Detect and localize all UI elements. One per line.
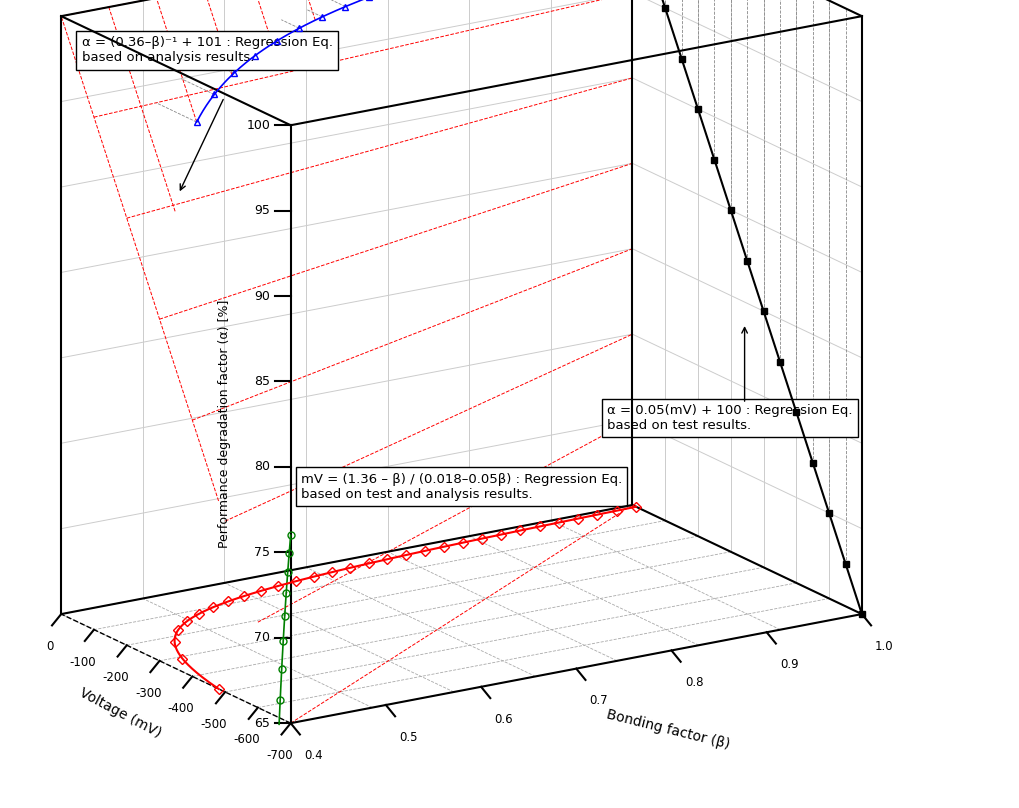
Text: 95: 95 [254,204,270,217]
Text: 85: 85 [254,375,270,388]
Text: Bonding factor (β): Bonding factor (β) [604,707,731,751]
Text: 0.4: 0.4 [304,749,322,762]
Text: Performance degradation factor (α) [%]: Performance degradation factor (α) [%] [218,300,230,549]
Text: -300: -300 [135,687,161,700]
Text: 90: 90 [254,289,270,302]
Text: -400: -400 [168,702,195,715]
Text: 0: 0 [46,640,54,653]
Text: 100: 100 [247,119,270,132]
Text: α = 0.05(mV) + 100 : Regression Eq.
based on test results.: α = 0.05(mV) + 100 : Regression Eq. base… [606,404,852,432]
Text: mV = (1.36 – β) / (0.018–0.05β) : Regression Eq.
based on test and analysis resu: mV = (1.36 – β) / (0.018–0.05β) : Regres… [301,473,622,501]
Text: -200: -200 [102,671,128,684]
Text: Voltage (mV): Voltage (mV) [76,686,163,740]
Text: 0.8: 0.8 [684,676,702,689]
Text: -100: -100 [69,655,96,668]
Text: 80: 80 [254,461,270,473]
Text: 70: 70 [254,631,270,644]
Text: 0.9: 0.9 [780,658,798,671]
Text: 0.7: 0.7 [589,695,607,708]
Text: 75: 75 [254,546,270,559]
Text: 65: 65 [254,717,270,730]
Text: -700: -700 [266,749,292,762]
Text: -600: -600 [233,734,260,747]
Text: -500: -500 [201,718,227,731]
Text: 0.6: 0.6 [494,713,513,726]
Text: 0.5: 0.5 [398,730,417,744]
Text: 1.0: 1.0 [874,640,893,653]
Text: α = (0.36–β)⁻¹ + 101 : Regression Eq.
based on analysis results.: α = (0.36–β)⁻¹ + 101 : Regression Eq. ba… [82,36,332,65]
